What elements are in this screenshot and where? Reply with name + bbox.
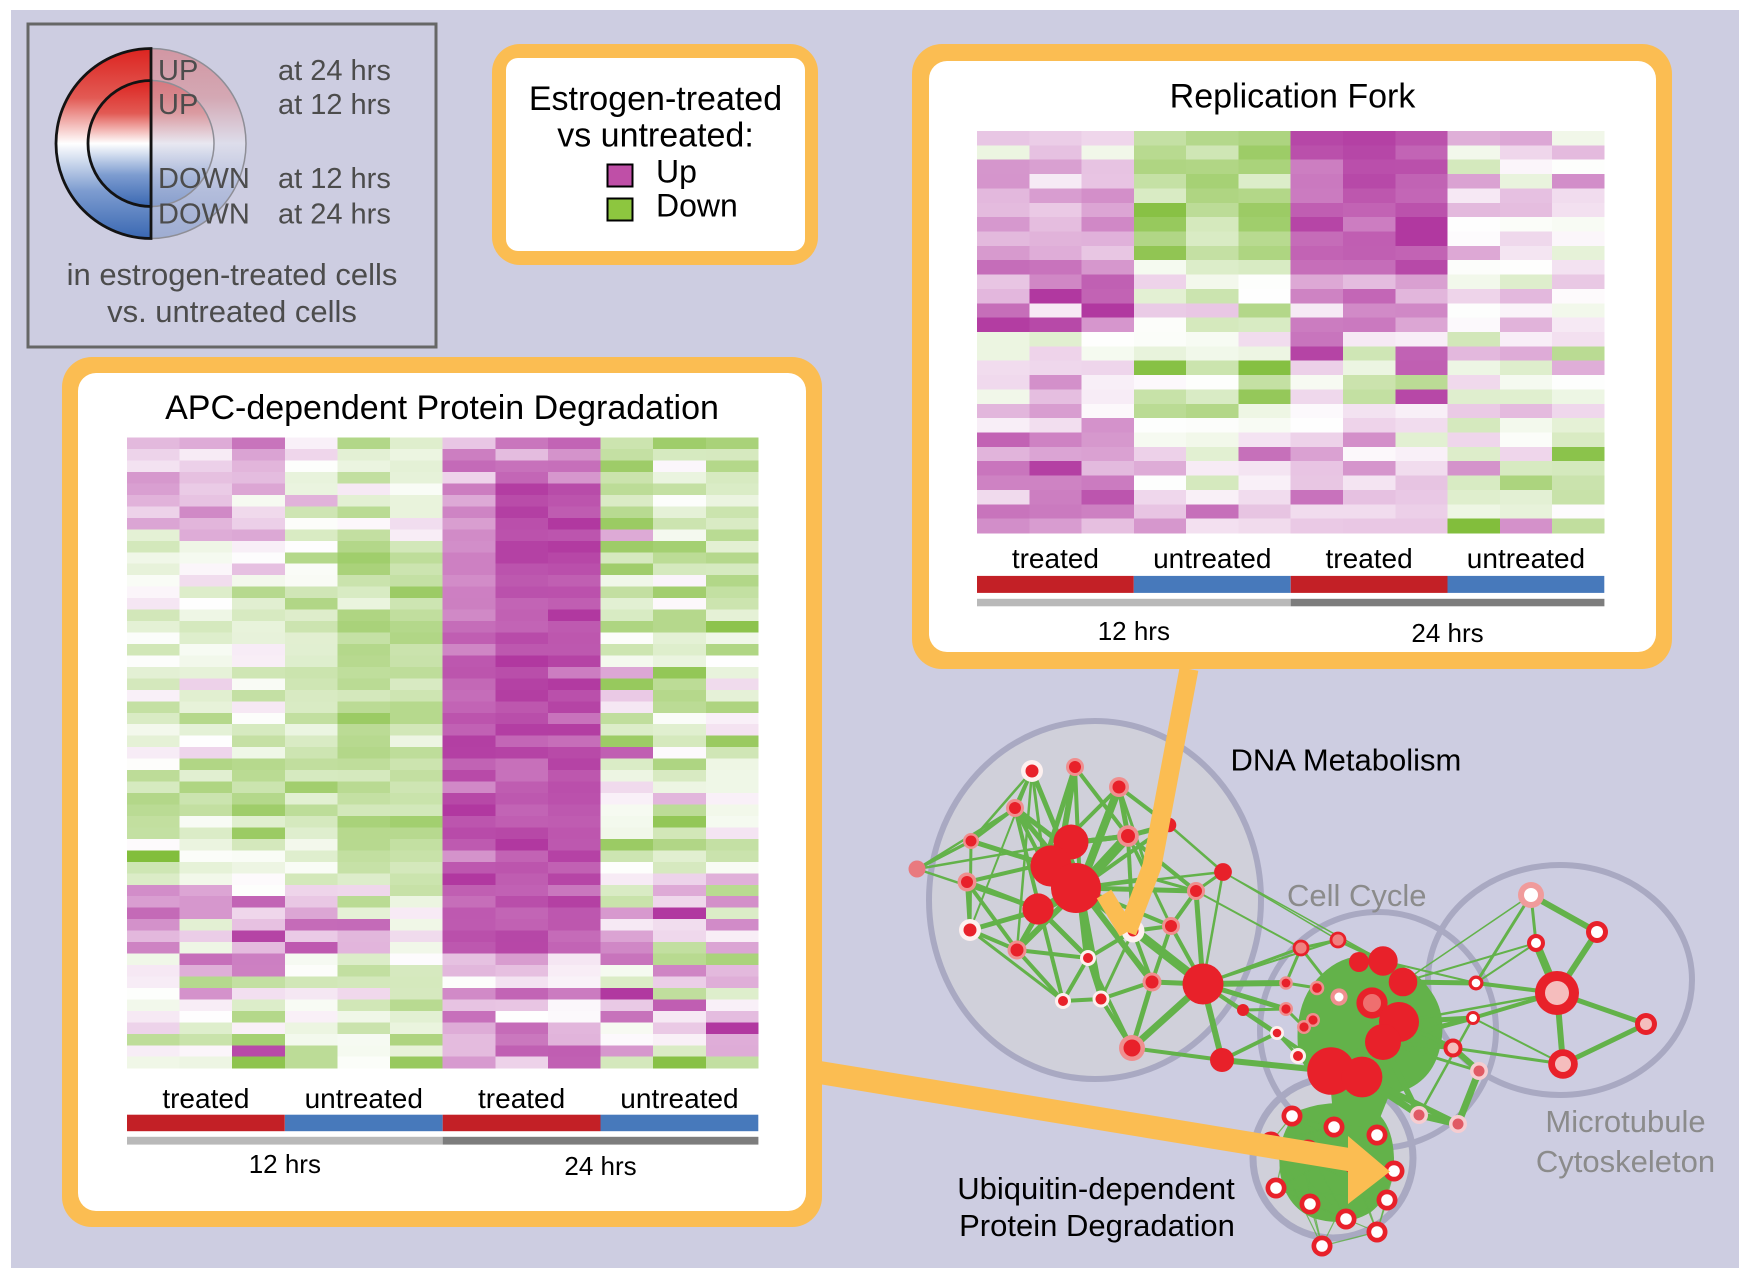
- svg-text:UP: UP: [158, 55, 198, 87]
- svg-text:24 hrs: 24 hrs: [564, 1151, 636, 1181]
- svg-text:at 24 hrs: at 24 hrs: [278, 199, 391, 231]
- svg-text:vs untreated:: vs untreated:: [557, 117, 754, 155]
- svg-text:untreated: untreated: [1467, 543, 1585, 574]
- svg-text:at 24 hrs: at 24 hrs: [278, 55, 391, 87]
- svg-text:UP: UP: [158, 89, 198, 121]
- svg-text:at 12 hrs: at 12 hrs: [278, 163, 391, 195]
- svg-text:Ubiquitin-dependent: Ubiquitin-dependent: [957, 1171, 1235, 1206]
- svg-text:12 hrs: 12 hrs: [1098, 616, 1170, 646]
- svg-text:untreated: untreated: [1153, 543, 1271, 574]
- svg-text:treated: treated: [478, 1083, 565, 1114]
- svg-text:Down: Down: [656, 188, 738, 224]
- svg-text:treated: treated: [162, 1083, 249, 1114]
- svg-text:untreated: untreated: [620, 1083, 738, 1114]
- svg-text:Cytoskeleton: Cytoskeleton: [1536, 1144, 1715, 1179]
- svg-text:in estrogen-treated cells: in estrogen-treated cells: [67, 257, 398, 292]
- svg-text:DNA Metabolism: DNA Metabolism: [1231, 743, 1462, 778]
- svg-text:Microtubule: Microtubule: [1545, 1104, 1705, 1139]
- svg-text:DOWN: DOWN: [158, 163, 250, 195]
- svg-text:Replication Fork: Replication Fork: [1170, 78, 1417, 116]
- svg-text:treated: treated: [1012, 543, 1099, 574]
- svg-text:24 hrs: 24 hrs: [1411, 618, 1483, 648]
- svg-text:Protein Degradation: Protein Degradation: [959, 1208, 1235, 1243]
- svg-text:Up: Up: [656, 154, 697, 190]
- svg-text:at 12 hrs: at 12 hrs: [278, 89, 391, 121]
- svg-text:Cell Cycle: Cell Cycle: [1287, 878, 1427, 913]
- svg-text:APC-dependent Protein Degradat: APC-dependent Protein Degradation: [165, 389, 719, 427]
- svg-text:12 hrs: 12 hrs: [249, 1149, 321, 1179]
- svg-text:DOWN: DOWN: [158, 199, 250, 231]
- svg-text:vs. untreated cells: vs. untreated cells: [107, 294, 357, 329]
- svg-text:untreated: untreated: [305, 1083, 423, 1114]
- svg-text:treated: treated: [1326, 543, 1413, 574]
- svg-text:Estrogen-treated: Estrogen-treated: [529, 80, 782, 118]
